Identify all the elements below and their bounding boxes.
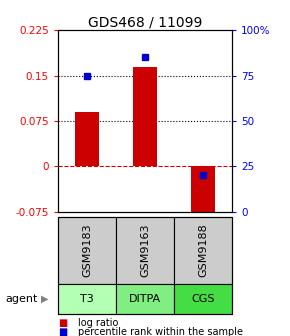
Text: DITPA: DITPA: [129, 294, 161, 304]
Bar: [191, 166, 215, 218]
Text: ■: ■: [58, 327, 67, 336]
Text: GSM9183: GSM9183: [82, 223, 92, 277]
Text: T3: T3: [80, 294, 94, 304]
Text: GSM9188: GSM9188: [198, 223, 208, 277]
Text: ■: ■: [58, 318, 67, 328]
Text: log ratio: log ratio: [78, 318, 119, 328]
Text: GSM9163: GSM9163: [140, 223, 150, 277]
Text: agent: agent: [6, 294, 38, 304]
Bar: [133, 67, 157, 166]
Bar: [75, 112, 99, 166]
Text: GDS468 / 11099: GDS468 / 11099: [88, 15, 202, 29]
Text: ▶: ▶: [41, 294, 49, 304]
Text: CGS: CGS: [191, 294, 215, 304]
Text: percentile rank within the sample: percentile rank within the sample: [78, 327, 243, 336]
